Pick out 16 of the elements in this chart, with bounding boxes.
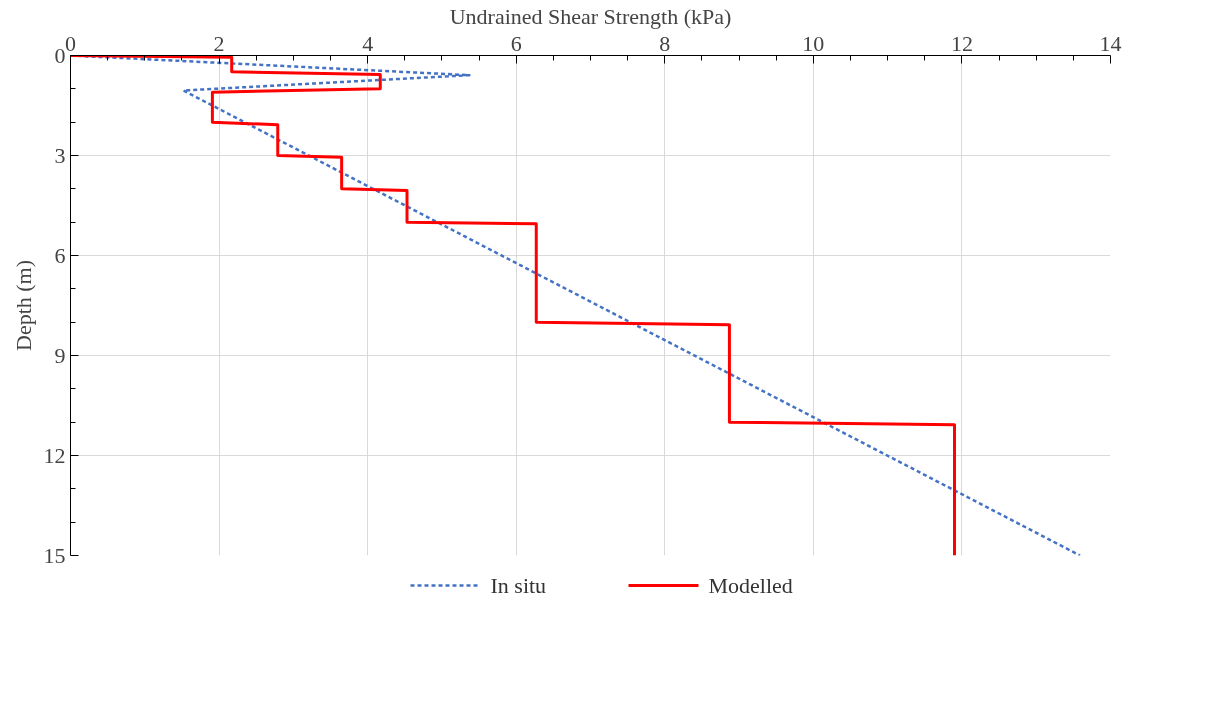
x-tick-label: 6 [510,30,522,56]
x-tick-label: 8 [659,30,671,56]
y-tick-label: 12 [43,442,66,468]
y-tick-label: 6 [54,242,66,268]
legend-label: In situ [490,573,547,598]
y-tick-label: 9 [54,342,66,368]
y-axis-title: Depth (m) [10,259,36,352]
y-tick-label: 15 [43,542,66,568]
x-tick-label: 2 [213,30,225,56]
y-tick-label: 3 [54,142,66,168]
legend-label: Modelled [708,573,793,598]
x-axis-title: Undrained Shear Strength (kPa) [449,3,732,29]
x-tick-label: 14 [1099,30,1122,56]
x-tick-label: 4 [362,30,374,56]
x-tick-label: 10 [802,30,825,56]
x-tick-label: 12 [950,30,973,56]
